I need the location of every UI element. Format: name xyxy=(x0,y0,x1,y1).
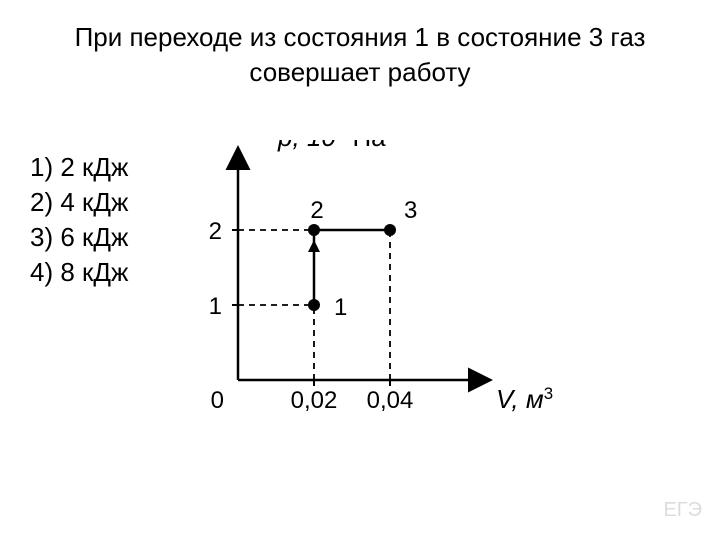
answer-option-4: 4) 8 кДж xyxy=(30,255,128,290)
answer-option-2: 2) 4 кДж xyxy=(30,185,128,220)
svg-text:3: 3 xyxy=(404,197,417,224)
svg-text:2: 2 xyxy=(209,218,222,245)
svg-text:V, м3: V, м3 xyxy=(496,384,553,415)
answer-options: 1) 2 кДж 2) 4 кДж 3) 6 кДж 4) 8 кДж xyxy=(30,150,128,290)
svg-text:0,02: 0,02 xyxy=(291,387,338,414)
watermark: ЕГЭ xyxy=(663,499,702,522)
question-line-2: совершает работу xyxy=(249,57,470,87)
svg-text:0,04: 0,04 xyxy=(367,387,414,414)
svg-text:1: 1 xyxy=(334,294,347,321)
svg-text:1: 1 xyxy=(209,293,222,320)
svg-text:0: 0 xyxy=(211,387,224,414)
question-title: При переходе из состояния 1 в состояние … xyxy=(30,20,690,90)
pv-diagram: 1 2 0,02 0,04 0 1 2 3 p, 105 Па V, м3 xyxy=(168,140,690,450)
question-line-1: При переходе из состояния 1 в состояние … xyxy=(75,22,646,52)
svg-text:p, 105 Па: p, 105 Па xyxy=(277,140,386,152)
svg-text:2: 2 xyxy=(311,197,324,224)
answer-option-3: 3) 6 кДж xyxy=(30,220,128,255)
chart-svg: 1 2 0,02 0,04 0 1 2 3 p, 105 Па V, м3 xyxy=(168,140,568,450)
content-row: 1) 2 кДж 2) 4 кДж 3) 6 кДж 4) 8 кДж 1 2 0,… xyxy=(30,140,690,450)
answer-option-1: 1) 2 кДж xyxy=(30,150,128,185)
